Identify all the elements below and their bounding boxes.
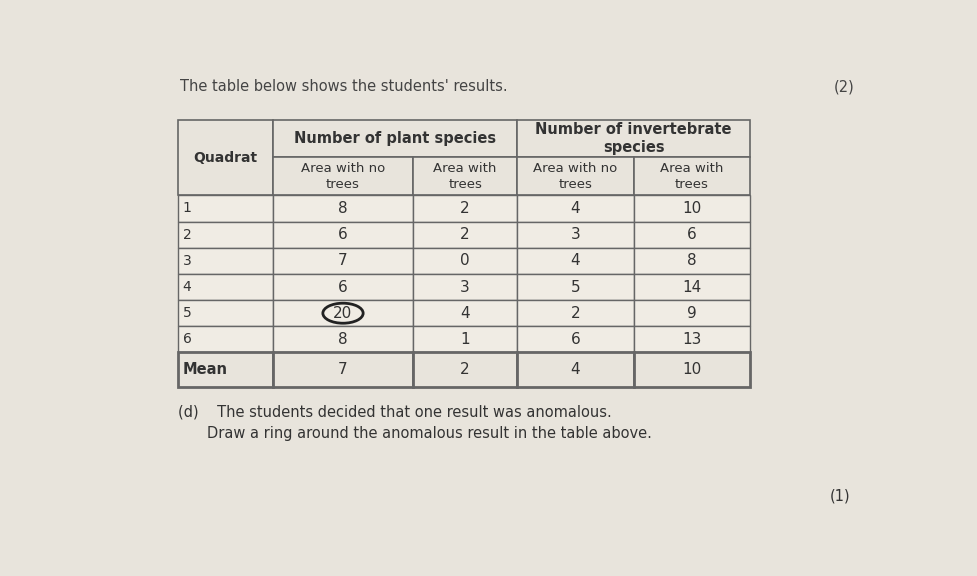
Bar [412, 353, 518, 387]
Bar [274, 274, 412, 300]
Bar [178, 222, 274, 248]
Text: 2: 2 [460, 201, 470, 216]
Bar [634, 274, 750, 300]
Text: 1: 1 [183, 202, 191, 215]
Text: 2: 2 [460, 362, 470, 377]
Text: Quadrat: Quadrat [193, 151, 258, 165]
Bar [412, 300, 518, 326]
Bar [412, 222, 518, 248]
Text: 13: 13 [682, 332, 701, 347]
Bar [518, 195, 634, 222]
Text: 10: 10 [682, 362, 701, 377]
Bar [518, 222, 634, 248]
Text: Area with no
trees: Area with no trees [533, 162, 617, 191]
Bar [274, 248, 412, 274]
Bar [518, 248, 634, 274]
Bar [634, 157, 750, 195]
Bar [178, 120, 274, 195]
Text: 7: 7 [338, 362, 348, 377]
Bar [178, 195, 274, 222]
Text: 2: 2 [571, 306, 580, 321]
Text: 8: 8 [687, 253, 697, 268]
Bar [178, 353, 274, 387]
Text: 3: 3 [183, 254, 191, 268]
Text: 14: 14 [682, 279, 701, 294]
Text: 4: 4 [571, 201, 580, 216]
Text: Area with
trees: Area with trees [434, 162, 496, 191]
Bar [412, 248, 518, 274]
Text: 7: 7 [338, 253, 348, 268]
Text: (1): (1) [830, 488, 851, 503]
Bar [518, 353, 634, 387]
Text: Area with no
trees: Area with no trees [301, 162, 385, 191]
Text: 2: 2 [183, 228, 191, 242]
Text: 0: 0 [460, 253, 470, 268]
Text: 4: 4 [183, 280, 191, 294]
Bar [178, 274, 274, 300]
Bar [178, 326, 274, 353]
Text: 6: 6 [338, 279, 348, 294]
Bar [274, 195, 412, 222]
Bar [178, 300, 274, 326]
Bar [274, 157, 412, 195]
Text: 20: 20 [333, 306, 353, 321]
Bar [178, 248, 274, 274]
Bar [634, 195, 750, 222]
Text: Draw a ring around the anomalous result in the table above.: Draw a ring around the anomalous result … [207, 426, 653, 441]
Bar [274, 222, 412, 248]
Bar [412, 195, 518, 222]
Bar [518, 120, 750, 157]
Bar [412, 274, 518, 300]
Bar [634, 326, 750, 353]
Text: 5: 5 [571, 279, 580, 294]
Text: 6: 6 [338, 227, 348, 242]
Bar [518, 326, 634, 353]
Bar [274, 353, 412, 387]
Bar [634, 353, 750, 387]
Bar [634, 222, 750, 248]
Text: (d)    The students decided that one result was anomalous.: (d) The students decided that one result… [178, 404, 612, 419]
Text: 5: 5 [183, 306, 191, 320]
Text: 3: 3 [460, 279, 470, 294]
Bar [274, 326, 412, 353]
Bar [634, 248, 750, 274]
Text: 4: 4 [571, 362, 580, 377]
Bar [412, 326, 518, 353]
Bar [518, 157, 634, 195]
Bar [274, 120, 518, 157]
Text: Mean: Mean [183, 362, 228, 377]
Text: The table below shows the students' results.: The table below shows the students' resu… [180, 79, 508, 94]
Text: 4: 4 [571, 253, 580, 268]
Text: 9: 9 [687, 306, 697, 321]
Text: 3: 3 [571, 227, 580, 242]
Text: Area with
trees: Area with trees [660, 162, 723, 191]
Text: 8: 8 [338, 201, 348, 216]
Bar [274, 300, 412, 326]
Text: 10: 10 [682, 201, 701, 216]
Text: 6: 6 [183, 332, 191, 346]
Text: 6: 6 [687, 227, 697, 242]
Text: 6: 6 [571, 332, 580, 347]
Text: 8: 8 [338, 332, 348, 347]
Text: Number of plant species: Number of plant species [294, 131, 496, 146]
Text: 1: 1 [460, 332, 470, 347]
Text: 4: 4 [460, 306, 470, 321]
Bar [412, 157, 518, 195]
Text: Number of invertebrate
species: Number of invertebrate species [535, 122, 732, 155]
Bar [634, 300, 750, 326]
Bar [518, 300, 634, 326]
Text: (2): (2) [833, 79, 855, 94]
Bar [518, 274, 634, 300]
Text: 2: 2 [460, 227, 470, 242]
